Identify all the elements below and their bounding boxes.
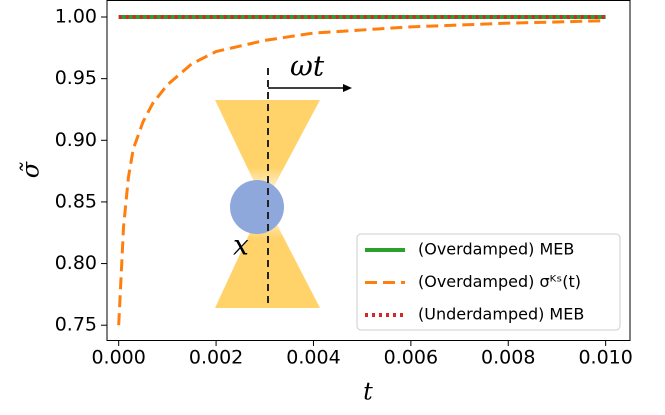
x-axis-label: t	[363, 378, 373, 406]
chart: ωt x t σ̃ 0.75 0.80 0.85 0.90 0.95 1.00 0.000 0…	[0, 0, 665, 411]
x-tick-label: 0.008	[481, 347, 535, 369]
legend-label: (Overdamped) σᴷˢ(t)	[418, 272, 581, 291]
annotation: x	[233, 229, 249, 262]
arrow-head	[343, 84, 352, 92]
y-tick-label: 0.80	[55, 252, 97, 274]
y-tick-label: 0.90	[55, 129, 97, 151]
y-tick-label: 0.95	[55, 67, 97, 89]
legend-label: (Overdamped) MEB	[418, 240, 574, 259]
legend-label: (Underdamped) MEB	[418, 305, 584, 324]
y-tick-label: 1.00	[55, 6, 97, 28]
x-tick-label: 0.002	[189, 347, 243, 369]
y-tick-label: 0.85	[55, 190, 97, 212]
x-tick-label: 0.006	[384, 347, 438, 369]
x-tick-label: 0.004	[286, 347, 340, 369]
y-tick-label: 0.75	[55, 314, 97, 336]
particle	[230, 180, 284, 234]
y-axis-label: σ̃	[17, 161, 45, 178]
x-tick-label: 0.000	[91, 347, 145, 369]
inset-illustration: ωt x	[215, 50, 352, 309]
x-tick-label: 0.010	[578, 347, 632, 369]
annotation: ωt	[290, 50, 325, 83]
